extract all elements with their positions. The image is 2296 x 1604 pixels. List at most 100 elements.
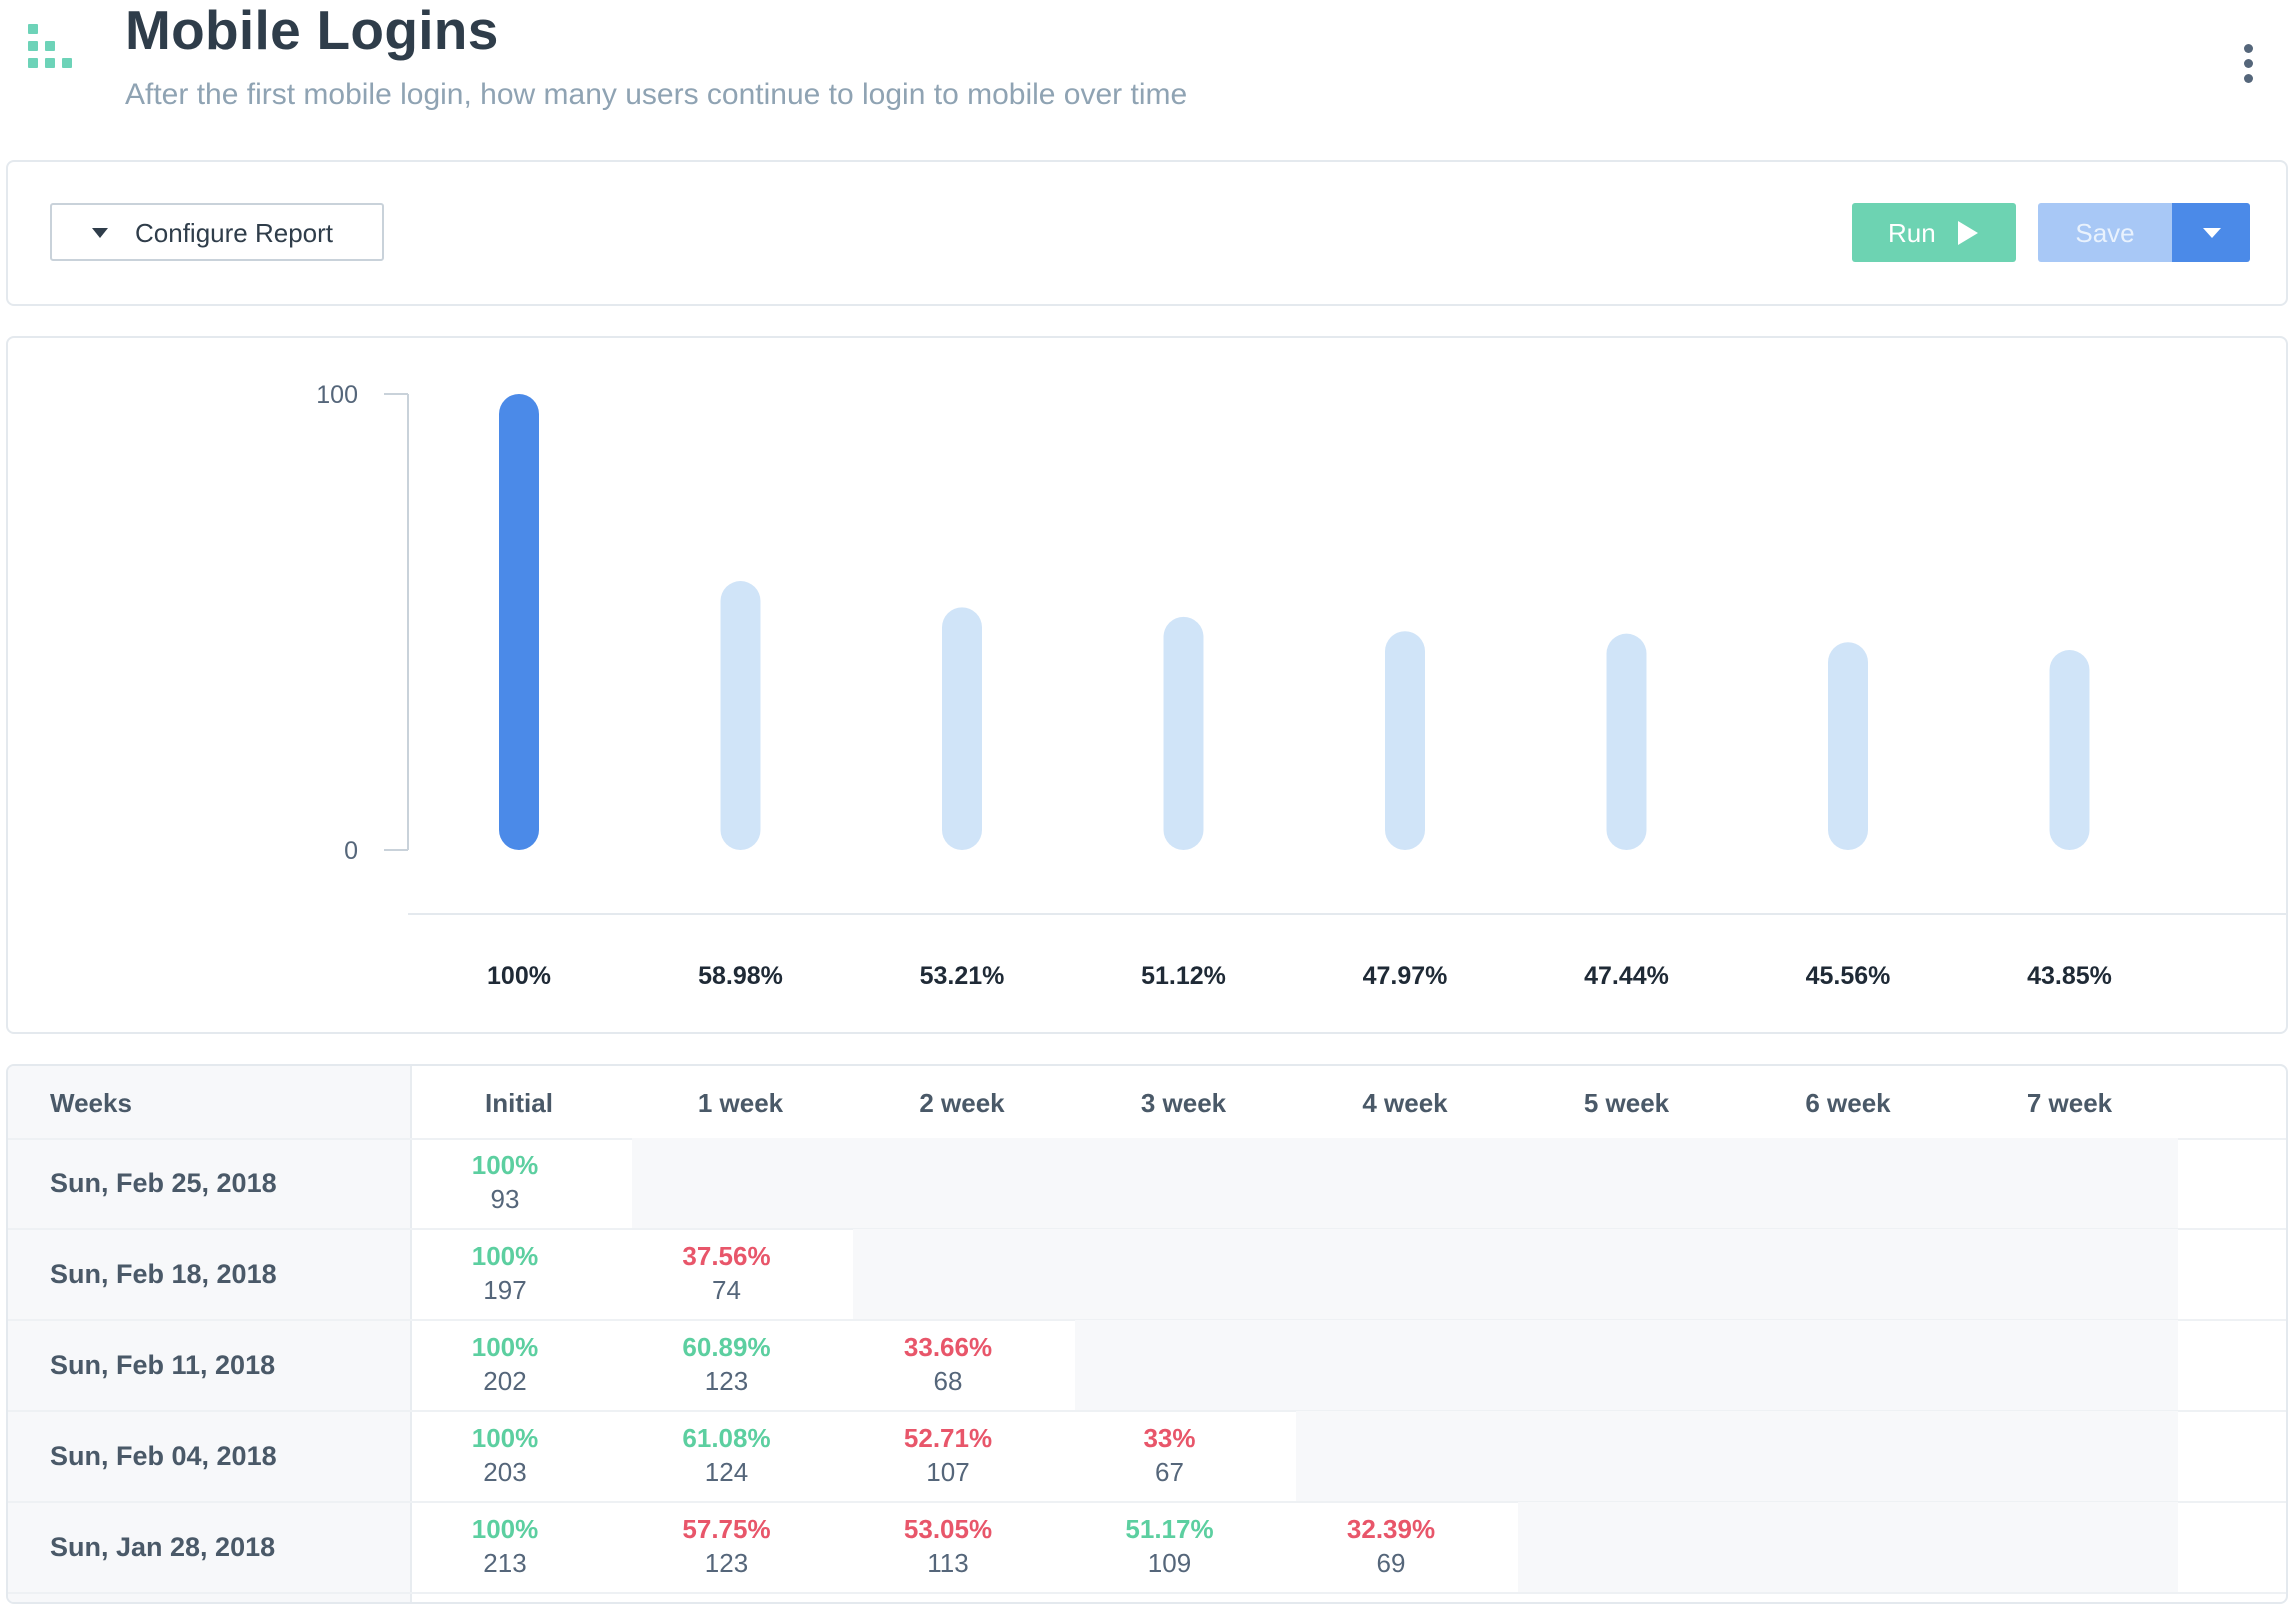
retention-cell: 100% 197 <box>395 1239 615 1307</box>
y-tick-label: 100 <box>316 381 358 409</box>
retention-percent: 100% <box>471 1150 539 1180</box>
page-title: Mobile Logins <box>125 0 499 61</box>
column-header: 7 week <box>2026 1088 2113 1118</box>
save-button[interactable]: Save <box>2038 203 2172 262</box>
retention-cell: 57.75% 123 <box>617 1512 837 1580</box>
table-header: Weeks Initial 1 week 2 week 3 week 4 week 5 w… <box>8 1066 2286 1140</box>
retention-table: Weeks Initial 1 week 2 week 3 week 4 week 5 w… <box>6 1064 2288 1604</box>
cohort-date-label: Sun, Feb 04, 2018 <box>50 1441 277 1471</box>
retention-percent: 100% <box>471 1423 539 1453</box>
retention-cell: 33.66% 68 <box>838 1330 1058 1398</box>
bar-4-week <box>1385 631 1425 850</box>
retention-count: 213 <box>483 1548 527 1578</box>
retention-percent: 53.05% <box>903 1514 993 1544</box>
cohort-date-label: Sun, Feb 25, 2018 <box>50 1168 277 1198</box>
retention-percent: 60.89% <box>682 1332 771 1362</box>
play-icon <box>1958 221 1978 245</box>
bar-value-label: 58.98% <box>698 962 783 990</box>
retention-cell: 100% 93 <box>395 1148 615 1216</box>
weeks-header: Weeks <box>50 1088 132 1118</box>
dotted-grid-logo-icon <box>26 22 82 78</box>
retention-count: 67 <box>1155 1457 1184 1487</box>
run-button[interactable]: Run <box>1852 203 2016 262</box>
retention-percent: 33.66% <box>903 1332 993 1362</box>
configure-report-button[interactable]: Configure Report <box>50 203 384 261</box>
bar-value-label: 45.56% <box>1806 962 1891 990</box>
run-label: Run <box>1888 218 1936 248</box>
retention-count: 74 <box>712 1275 741 1305</box>
cohort-date-label: Sun, Jan 28, 2018 <box>50 1532 276 1562</box>
y-tick-label: 0 <box>344 837 358 865</box>
retention-chart: 0 100 100% 58.98% 53.21% 51.12% 47.97% 47.44% 45… <box>6 336 2288 1034</box>
retention-cell: 100% 203 <box>395 1421 615 1489</box>
retention-count: 113 <box>927 1548 969 1578</box>
column-header: Initial <box>485 1088 553 1118</box>
retention-count: 197 <box>483 1275 527 1305</box>
bar-6-week <box>1828 642 1868 850</box>
caret-down-icon <box>2203 228 2221 238</box>
bar-value-label: 43.85% <box>2027 962 2112 990</box>
retention-percent: 33% <box>1143 1423 1196 1453</box>
empty-cohort-cells <box>631 1138 2179 1229</box>
retention-cell: 32.39% 69 <box>1281 1512 1501 1580</box>
retention-cell: 33% 67 <box>1060 1421 1280 1489</box>
bar-initial <box>499 394 539 850</box>
bar-value-label: 51.12% <box>1141 962 1226 990</box>
retention-count: 69 <box>1376 1548 1406 1578</box>
empty-cohort-cells <box>1296 1411 2179 1502</box>
caret-down-icon <box>92 228 108 238</box>
empty-cohort-cells <box>853 1229 2179 1320</box>
row-divider <box>8 1410 2286 1412</box>
retention-cell: 61.08% 124 <box>617 1421 837 1489</box>
save-label: Save <box>2075 218 2135 248</box>
empty-cohort-cells <box>1074 1320 2179 1411</box>
bar-7-week <box>2049 650 2090 850</box>
row-divider <box>8 1501 2286 1503</box>
retention-percent: 32.39% <box>1346 1514 1436 1544</box>
column-header: 2 week <box>919 1088 1005 1118</box>
retention-percent: 51.17% <box>1125 1514 1214 1544</box>
kebab-menu-icon[interactable] <box>2240 44 2260 84</box>
retention-percent: 52.71% <box>903 1423 993 1453</box>
retention-cell: 52.71% 107 <box>838 1421 1058 1489</box>
column-header: 5 week <box>1583 1088 1670 1118</box>
empty-cohort-cells <box>1517 1502 2179 1593</box>
retention-percent: 57.75% <box>682 1514 771 1544</box>
cohort-date-label: Sun, Feb 18, 2018 <box>50 1259 277 1289</box>
bar-1-week <box>720 581 761 850</box>
retention-cell: 53.05% 113 <box>838 1512 1058 1580</box>
cohort-date-label: Sun, Feb 11, 2018 <box>50 1350 276 1380</box>
column-header: 4 week <box>1362 1088 1448 1118</box>
configure-report-label: Configure Report <box>135 218 333 248</box>
bar-value-label: 47.97% <box>1363 962 1448 990</box>
retention-percent: 100% <box>471 1241 539 1271</box>
retention-cell: 60.89% 123 <box>617 1330 837 1398</box>
column-header: 6 week <box>1805 1088 1891 1118</box>
retention-percent: 100% <box>471 1332 539 1362</box>
row-divider <box>8 1592 2286 1594</box>
bar-5-week <box>1606 633 1647 850</box>
retention-count: 123 <box>704 1548 749 1578</box>
bar-2-week <box>942 607 982 850</box>
retention-count: 68 <box>933 1366 963 1396</box>
save-dropdown-button[interactable] <box>2172 203 2250 262</box>
page-subtitle: After the first mobile login, how many u… <box>125 78 1188 111</box>
weeks-column-background <box>8 1066 412 1602</box>
retention-count: 203 <box>483 1457 527 1487</box>
retention-count: 123 <box>704 1366 749 1396</box>
bar-value-label: 100% <box>487 962 551 990</box>
retention-percent: 37.56% <box>682 1241 771 1271</box>
retention-cell: 37.56% 74 <box>617 1239 837 1307</box>
retention-count: 124 <box>704 1457 749 1487</box>
retention-cell: 51.17% 109 <box>1060 1512 1280 1580</box>
retention-count: 109 <box>1147 1548 1192 1578</box>
retention-percent: 61.08% <box>682 1423 771 1453</box>
retention-cell: 100% 213 <box>395 1512 615 1580</box>
retention-count: 93 <box>490 1184 520 1214</box>
retention-cell: 100% 202 <box>395 1330 615 1398</box>
retention-count: 202 <box>483 1366 527 1396</box>
bar-value-label: 53.21% <box>920 962 1005 990</box>
report-toolbar: Configure Report Run Save <box>6 160 2288 306</box>
column-header: 3 week <box>1140 1088 1227 1118</box>
bar-value-label: 47.44% <box>1584 962 1669 990</box>
